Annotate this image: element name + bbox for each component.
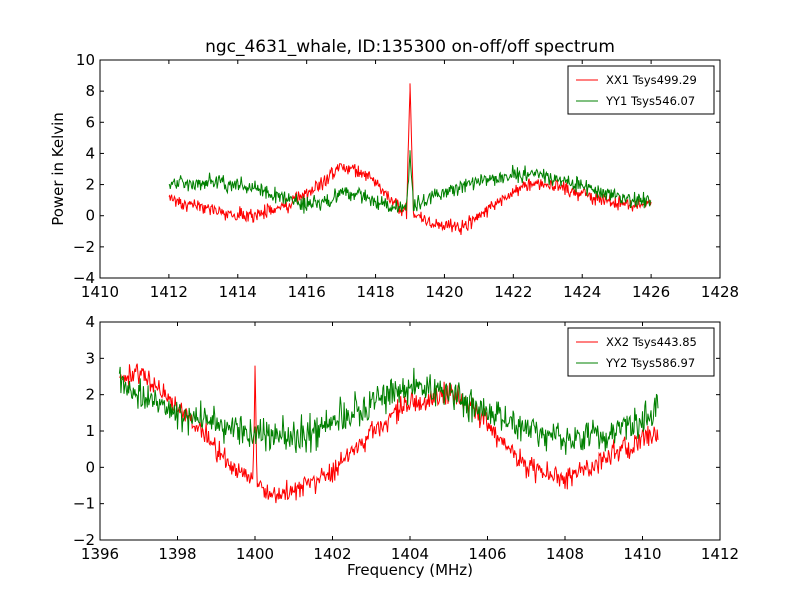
y-tick-label: 1: [85, 422, 95, 440]
x-tick-label: 1412: [150, 283, 188, 301]
y-tick-label: 2: [85, 386, 95, 404]
y-tick-label: 0: [85, 458, 95, 476]
y-axis-label: Power in Kelvin: [49, 112, 67, 226]
y-tick-label: 8: [85, 82, 95, 100]
x-tick-label: 1400: [236, 545, 274, 563]
legend-label: YY2 Tsys586.97: [605, 356, 695, 370]
legend-label: YY1 Tsys546.07: [605, 94, 695, 108]
y-tick-label: −1: [73, 495, 95, 513]
y-tick-label: 4: [85, 144, 95, 162]
bottom-panel: 1396 1398 1400 1402 1404 1406 1408 1410 1412−2−1…: [73, 313, 739, 579]
chart-title: ngc_4631_whale, ID:135300 on-off/off spe…: [205, 37, 615, 57]
y-tick-label: −2: [73, 531, 95, 549]
x-tick-label: 1396: [81, 545, 119, 563]
x-tick-label: 1410: [623, 545, 661, 563]
y-tick-label: 0: [85, 207, 95, 225]
series-line-yy2: [118, 366, 659, 455]
x-tick-label: 1416: [288, 283, 326, 301]
legend-box: [567, 327, 715, 377]
x-tick-label: 1414: [219, 283, 257, 301]
y-tick-label: 4: [85, 313, 95, 331]
x-tick-label: 1398: [158, 545, 196, 563]
y-tick-label: 6: [85, 113, 95, 131]
legend-label: XX1 Tsys499.29: [606, 73, 697, 87]
y-tick-label: −2: [73, 238, 95, 256]
x-tick-label: 1410: [81, 283, 119, 301]
x-tick-label: 1422: [494, 283, 532, 301]
x-tick-label: 1424: [563, 283, 601, 301]
x-tick-label: 1428: [701, 283, 739, 301]
x-tick-label: 1418: [356, 283, 394, 301]
x-tick-label: 1412: [701, 545, 739, 563]
y-tick-label: 2: [85, 176, 95, 194]
x-tick-label: 1406: [468, 545, 506, 563]
x-tick-label: 1420: [425, 283, 463, 301]
legend-label: XX2 Tsys443.85: [606, 335, 697, 349]
series-line-yy1: [168, 150, 652, 214]
y-tick-label: 10: [76, 51, 95, 69]
top-panel: 1410 1412 1414 1416 1418 1420 1422 1424 1426 1428…: [49, 51, 739, 301]
y-tick-label: 3: [85, 349, 95, 367]
series-line-xx2: [119, 363, 659, 504]
axes-frame: [99, 59, 721, 279]
legend-box: [567, 65, 715, 115]
y-tick-label: −4: [73, 269, 95, 287]
x-tick-label: 1408: [546, 545, 584, 563]
series-line-xx1: [168, 83, 652, 235]
x-tick-label: 1404: [391, 545, 429, 563]
x-axis-label: Frequency (MHz): [347, 561, 473, 579]
x-tick-label: 1426: [632, 283, 670, 301]
x-tick-label: 1402: [313, 545, 351, 563]
